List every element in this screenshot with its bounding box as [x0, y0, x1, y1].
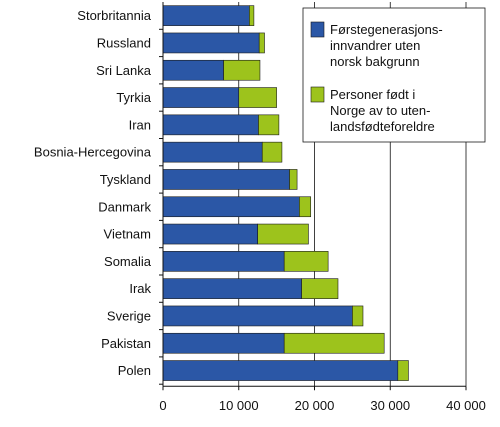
bar-segment — [397, 360, 409, 381]
category-label: Iran — [129, 117, 151, 132]
category-label: Sverige — [107, 308, 151, 323]
bar-segment — [283, 332, 385, 354]
bar-segment — [162, 251, 285, 272]
bar-segment — [289, 169, 298, 190]
bar-segment — [261, 141, 283, 163]
x-tick-label: 0 — [159, 398, 166, 413]
bar-segment — [162, 305, 353, 327]
legend-swatch — [310, 21, 325, 38]
category-label: Vietnam — [104, 227, 151, 242]
category-labels: Storbritannia Russland Sri Lanka Tyrkia Iran… — [34, 8, 152, 378]
category-label: Somalia — [104, 254, 152, 269]
legend-label: Førstegenerasjons- — [330, 22, 443, 37]
bar-segment — [162, 59, 224, 81]
bar-segment — [238, 87, 277, 108]
legend-label: landsfødteforeldre — [330, 119, 435, 134]
category-label: Storbritannia — [77, 8, 151, 23]
bar-segment — [352, 305, 364, 327]
bar-segment — [162, 278, 302, 299]
category-label: Irak — [129, 281, 151, 296]
x-tick-label: 20 000 — [295, 398, 335, 413]
legend-swatch — [310, 86, 325, 103]
category-label: Polen — [118, 363, 151, 378]
x-tick-label: 40 000 — [446, 398, 486, 413]
category-label: Tyrkia — [116, 90, 151, 105]
x-tick-labels: 0 10 000 20 000 30 000 40 000 — [159, 398, 486, 413]
bar-segment — [299, 196, 312, 218]
bar-segment — [162, 223, 258, 245]
bar-segment — [283, 251, 329, 272]
axes — [159, 2, 467, 391]
bar-segment — [162, 169, 290, 190]
bar-segment — [249, 5, 255, 26]
bar-segment — [301, 278, 339, 299]
legend-label: norsk bakgrunn — [330, 54, 420, 69]
x-tick-label: 10 000 — [219, 398, 259, 413]
bar-segment — [162, 360, 399, 381]
legend-label: Norge av to uten- — [330, 103, 430, 118]
bar-segment — [162, 5, 250, 26]
bars — [162, 5, 409, 381]
category-label: Sri Lanka — [96, 63, 152, 78]
x-tick-label: 30 000 — [370, 398, 410, 413]
bar-segment — [162, 114, 259, 136]
bar-segment — [258, 32, 265, 54]
bar-segment — [257, 223, 309, 245]
bar-segment — [162, 141, 263, 163]
category-label: Russland — [97, 35, 151, 50]
category-label: Pakistan — [101, 336, 151, 351]
bar-segment — [258, 114, 280, 136]
legend-label: innvandrer uten — [330, 38, 420, 53]
legend-box — [302, 7, 486, 143]
bar-segment — [223, 59, 261, 81]
bar-segment — [162, 332, 285, 354]
legend-label: Personer født i — [330, 87, 415, 102]
category-label: Tyskland — [100, 172, 151, 187]
category-label: Danmark — [98, 199, 151, 214]
bar-segment — [162, 32, 260, 54]
bar-segment — [162, 196, 300, 218]
bar-segment — [162, 87, 240, 108]
category-label: Bosnia-Hercegovina — [34, 145, 152, 160]
